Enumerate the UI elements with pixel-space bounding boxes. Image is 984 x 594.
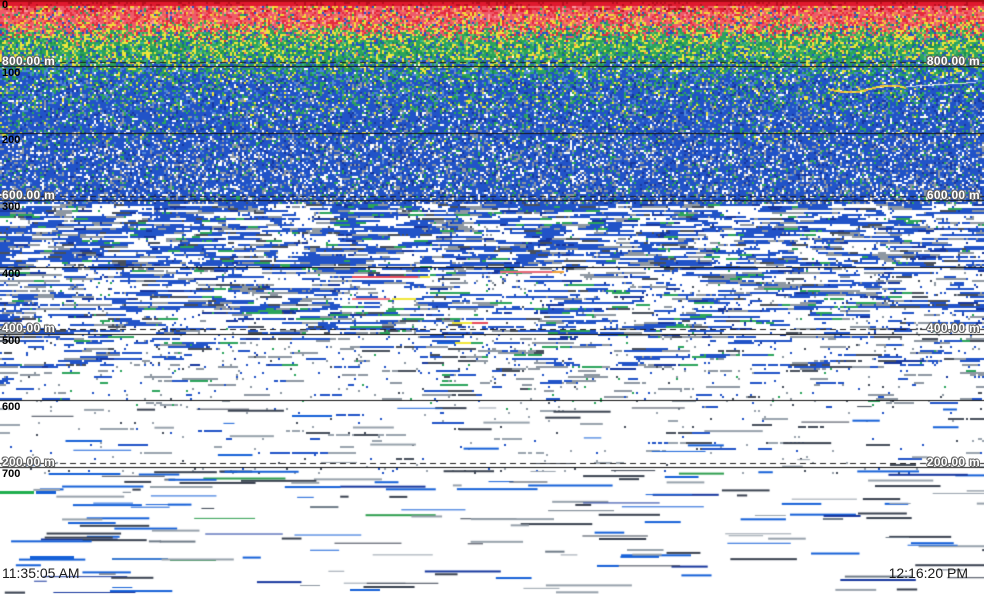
depth-label-200: 200	[2, 134, 21, 146]
start-time-label: 11:35:05 AM	[2, 565, 80, 581]
depth-label-600: 600	[2, 401, 21, 413]
depth-label-300: 300	[2, 201, 21, 213]
range-marker-label-right-600: 600.00 m	[926, 188, 980, 202]
range-marker-label-left-800: 800.00 m	[2, 54, 56, 68]
depth-label-500: 500	[2, 335, 21, 347]
range-marker-label-left-400: 400.00 m	[2, 321, 56, 335]
range-marker-label-left-200: 200.00 m	[2, 455, 56, 469]
depth-label-400: 400	[2, 268, 21, 280]
end-time-label: 12:16:20 PM	[888, 565, 968, 581]
range-marker-label-right-400: 400.00 m	[926, 321, 980, 335]
range-marker-label-right-200: 200.00 m	[926, 455, 980, 469]
depth-label-0: 0	[2, 0, 9, 11]
range-marker-label-right-800: 800.00 m	[926, 54, 980, 68]
range-marker-label-left-600: 600.00 m	[2, 188, 56, 202]
depth-label-100: 100	[2, 67, 21, 79]
depth-label-700: 700	[2, 468, 21, 480]
